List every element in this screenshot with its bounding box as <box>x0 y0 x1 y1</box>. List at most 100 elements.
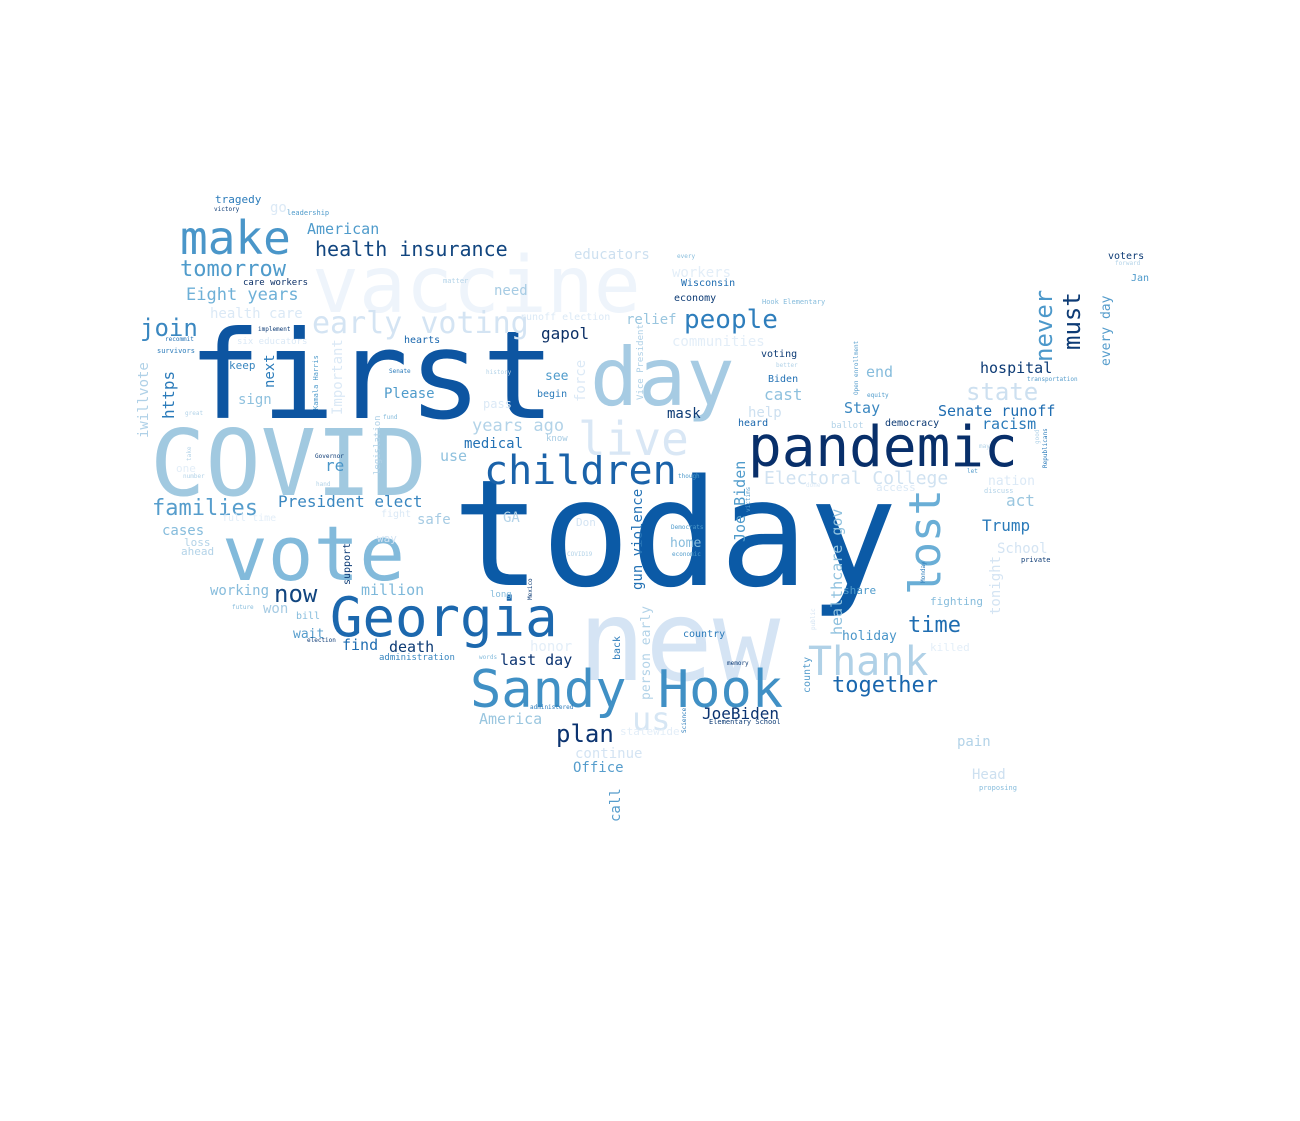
word-history: history <box>486 369 512 376</box>
word-electoral-college: Electoral College <box>764 468 948 489</box>
word-trump: Trump <box>982 516 1030 535</box>
word-families: families <box>152 496 258 521</box>
word-home: home <box>670 536 701 551</box>
word-new: new <box>578 577 781 707</box>
word-share: share <box>843 584 876 597</box>
word-don: Don <box>576 516 596 529</box>
word-care-workers: care workers <box>243 278 308 288</box>
word-fight: fight <box>381 509 411 520</box>
word-working: working <box>210 583 269 599</box>
word-runoff-election: runoff election <box>520 312 610 323</box>
word-children: children <box>484 448 677 494</box>
word-governor: Governor <box>315 453 344 460</box>
word-healthcare-gov: healthcare gov <box>828 509 846 635</box>
word-re: re <box>325 456 344 475</box>
word-may: may <box>979 443 990 450</box>
word-wait: wait <box>293 627 324 642</box>
word-plan: plan <box>556 720 614 748</box>
word-senate-runoff: Senate runoff <box>938 402 1055 420</box>
word-mexico: Mexico <box>527 578 534 600</box>
word-relief: relief <box>626 312 677 328</box>
word-administered: administered <box>530 704 574 711</box>
word-loss: loss <box>184 536 211 549</box>
word-mask: mask <box>667 406 701 422</box>
word-see: see <box>545 369 569 384</box>
word-every-day: every day <box>1099 295 1114 366</box>
word-medical: medical <box>464 436 523 452</box>
word-republicans: Republicans <box>1042 428 1049 468</box>
word-keep: keep <box>229 359 256 372</box>
word-holiday: holiday <box>842 629 897 644</box>
word-must: must <box>1058 292 1086 350</box>
word-head: Head <box>972 767 1006 783</box>
word-recommit: recommit <box>165 336 194 343</box>
word-american: American <box>307 220 379 238</box>
word-president-elect: President elect <box>278 492 423 511</box>
word-important: Important <box>330 339 346 415</box>
word-victims: victims <box>745 486 752 512</box>
word-america: America <box>479 710 542 728</box>
word-live: live <box>578 412 689 466</box>
word-senate: Senate <box>389 368 411 375</box>
word-next: next <box>262 354 278 388</box>
word-lost: lost <box>900 489 951 595</box>
word-time: time <box>908 613 961 638</box>
word-go: go <box>270 200 287 216</box>
word-democracy: democracy <box>885 418 939 429</box>
word-call: call <box>608 788 624 822</box>
word-gun-violence: gun violence <box>630 489 646 590</box>
word-tragedy: tragedy <box>215 193 262 206</box>
word-hearts: hearts <box>404 335 440 346</box>
word-science: Science <box>681 707 688 733</box>
word-vote: vote <box>222 509 405 598</box>
word-death: death <box>389 638 434 656</box>
word-hand: hand <box>316 481 331 488</box>
word-tonight: tonight <box>988 556 1004 615</box>
word-sign: sign <box>238 392 272 408</box>
word-hospital: hospital <box>980 359 1052 377</box>
word-use: use <box>440 447 467 465</box>
word-racism: racism <box>982 415 1036 433</box>
word-end: end <box>866 363 893 381</box>
word-better: better <box>776 362 798 369</box>
word-act: act <box>1006 491 1035 510</box>
word-join: join <box>140 314 198 342</box>
word-though: though <box>678 473 700 480</box>
word-last-day: last day <box>500 651 572 669</box>
word-take: take <box>186 446 193 461</box>
word-cases: cases <box>162 523 204 539</box>
word-ahead: ahead <box>181 545 214 558</box>
word-great: great <box>185 410 203 417</box>
word-eight-years: Eight years <box>186 285 299 305</box>
word-person-early: person early <box>639 606 654 700</box>
word-heard: heard <box>738 418 768 429</box>
word-wisconsin: Wisconsin <box>681 278 735 289</box>
word-help: help <box>748 405 782 421</box>
word-equity: equity <box>867 392 889 399</box>
word-vice-president: Vice President <box>636 324 646 400</box>
word-six-educators: six educators <box>237 337 307 347</box>
word-future: future <box>232 604 254 611</box>
word-good: good <box>1034 429 1041 444</box>
word-cast: cast <box>764 385 803 404</box>
word-election: election <box>307 637 336 644</box>
word-monday: Monday <box>920 561 927 583</box>
word-covid19: COVID19 <box>567 551 593 558</box>
word-never: never <box>1030 290 1058 362</box>
word-force: force <box>573 360 589 402</box>
word-georgia: Georgia <box>330 586 558 649</box>
word-fighting: fighting <box>930 595 983 608</box>
word-country: country <box>683 629 725 640</box>
word-vaccine: vaccine <box>312 241 641 331</box>
word-know: know <box>546 434 568 444</box>
word-county: county <box>802 657 813 693</box>
word-private: private <box>1021 556 1051 564</box>
word-forward: forward <box>1115 260 1141 267</box>
word-begin: begin <box>537 389 567 400</box>
word-need: need <box>494 283 528 299</box>
word-state: state <box>966 378 1038 406</box>
word-communities: communities <box>672 334 765 350</box>
word-done: done <box>806 482 821 489</box>
word-https: https <box>159 371 178 419</box>
